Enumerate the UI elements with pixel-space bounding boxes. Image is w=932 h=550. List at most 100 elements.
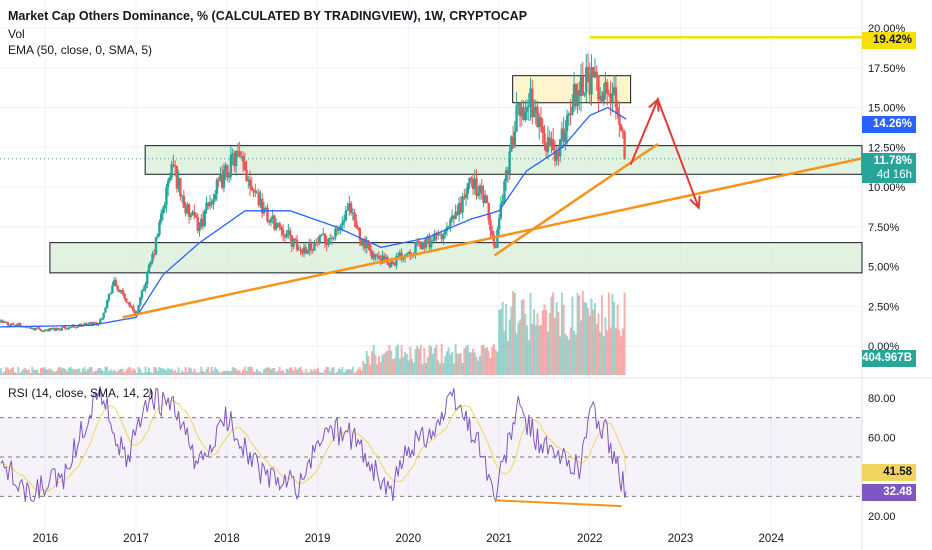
- candle-body: [189, 215, 193, 217]
- volume-bar: [250, 366, 253, 375]
- candle-body: [544, 145, 548, 152]
- x-tick-label: 2018: [214, 533, 240, 545]
- candle-body: [546, 137, 550, 152]
- rsi-legend[interactable]: RSI (14, close, SMA, 14, 2): [8, 386, 154, 400]
- candle-body: [454, 211, 457, 219]
- volume-bar: [524, 313, 527, 375]
- volume-bar: [149, 372, 152, 375]
- candle-body: [485, 195, 489, 204]
- volume-bar: [390, 350, 393, 375]
- volume-bar: [386, 350, 389, 375]
- volume-bar: [193, 368, 196, 375]
- volume-bar: [442, 362, 445, 375]
- volume-bar: [325, 366, 328, 375]
- volume-bar: [357, 369, 360, 375]
- candle-body: [64, 326, 67, 329]
- volume-bar: [266, 367, 269, 375]
- candle-body: [461, 196, 464, 213]
- candle-body: [428, 236, 431, 248]
- volume-bar: [139, 368, 142, 375]
- candle-body: [278, 222, 281, 227]
- candle-body: [376, 255, 379, 257]
- ema-price-tag: 14.26%: [862, 116, 916, 133]
- volume-bar: [505, 303, 508, 375]
- ema-legend[interactable]: EMA (50, close, 0, SMA, 5): [8, 43, 153, 57]
- candle-body: [83, 323, 86, 326]
- candle-body: [400, 252, 403, 260]
- volume-bar: [142, 372, 145, 375]
- candle-body: [142, 288, 145, 291]
- volume-bar: [424, 363, 427, 375]
- candle-body: [531, 88, 534, 118]
- volume-bar: [221, 372, 224, 375]
- rsi-line: [0, 386, 627, 504]
- volume-bar: [459, 353, 462, 375]
- volume-bar: [383, 353, 386, 375]
- candle-body: [320, 234, 323, 237]
- volume-bar: [492, 344, 495, 375]
- candle-body: [564, 131, 567, 142]
- volume-bar: [191, 371, 194, 375]
- volume-bar: [36, 369, 39, 375]
- volume-bar: [334, 373, 337, 375]
- volume-bar: [123, 372, 126, 375]
- candle-body: [299, 249, 302, 251]
- candle-body: [335, 228, 339, 231]
- candle-body: [187, 204, 191, 217]
- volume-bar: [376, 364, 379, 375]
- volume-bar: [553, 318, 556, 375]
- volume-bar: [430, 346, 433, 375]
- volume-bar: [224, 371, 227, 375]
- ema-line: [0, 106, 627, 328]
- candle-body: [602, 91, 605, 102]
- candle-body: [118, 289, 121, 293]
- volume-bar: [360, 370, 363, 375]
- volume-bar: [458, 354, 461, 375]
- volume-bar: [109, 369, 112, 375]
- volume-bar: [428, 345, 431, 375]
- volume-bar: [57, 367, 60, 375]
- candle-body: [93, 322, 97, 324]
- candle-body: [612, 87, 616, 94]
- volume-bar: [48, 368, 51, 375]
- volume-bar: [451, 351, 454, 375]
- volume-legend[interactable]: Vol: [8, 27, 25, 41]
- candle-body: [125, 298, 128, 303]
- volume-bar: [316, 367, 319, 375]
- candle-body: [245, 169, 248, 181]
- support-zone-upper: [144, 145, 863, 175]
- candle-body: [116, 286, 119, 290]
- volume-bar: [141, 372, 144, 375]
- candle-body: [304, 247, 307, 254]
- candle-body: [72, 325, 76, 328]
- volume-bar: [256, 369, 259, 375]
- volume-bar: [130, 370, 133, 375]
- volume-bar: [370, 351, 373, 375]
- candle-body: [443, 231, 447, 235]
- rsi-y-tick-label: 60.00: [868, 432, 896, 444]
- volume-bar: [560, 292, 563, 375]
- volume-bar: [499, 309, 502, 375]
- candle-body: [240, 156, 243, 158]
- candle-body: [57, 327, 60, 330]
- candle-body: [330, 237, 334, 239]
- candle-body: [599, 95, 602, 100]
- candle-body: [175, 165, 179, 189]
- candle-body: [436, 234, 440, 236]
- volume-bar: [121, 369, 124, 375]
- volume-bar: [557, 311, 560, 375]
- candle-body: [3, 321, 6, 323]
- volume-bar: [372, 345, 375, 375]
- volume-bar: [276, 370, 279, 375]
- volume-bar: [134, 369, 137, 375]
- candle-body: [172, 164, 175, 166]
- volume-bar: [113, 369, 116, 375]
- candle-body: [45, 329, 48, 331]
- volume-bar: [55, 370, 58, 375]
- volume-bar: [555, 302, 558, 375]
- candle-body: [130, 306, 133, 308]
- volume-bar: [26, 370, 29, 375]
- candle-body: [1, 320, 4, 323]
- volume-bar: [590, 298, 593, 375]
